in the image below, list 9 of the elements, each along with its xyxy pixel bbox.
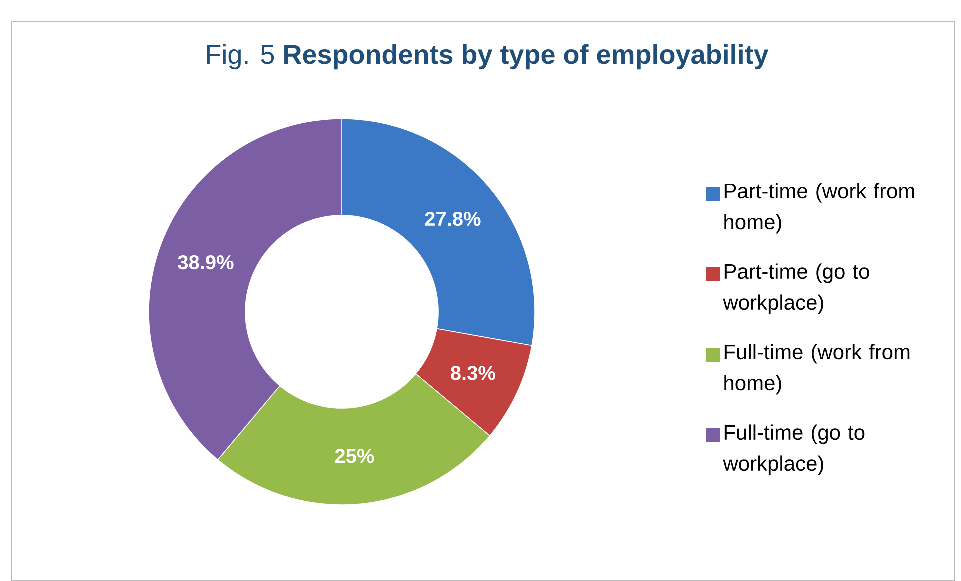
- legend-label: Full-time (work from home): [724, 344, 910, 395]
- data-label: 38.9%: [178, 255, 234, 270]
- legend-label: Part-time (go to workplace): [723, 264, 870, 314]
- data-label: 25%: [335, 448, 374, 464]
- data-label: 8.3%: [451, 366, 496, 380]
- chart-title: Fig. 5 Respondents by type of employability: [207, 44, 769, 70]
- data-label: 27.8%: [425, 212, 481, 226]
- legend-label: Full-time (go to workplace): [723, 424, 865, 476]
- legend-label: Part-time (work from home): [724, 183, 914, 234]
